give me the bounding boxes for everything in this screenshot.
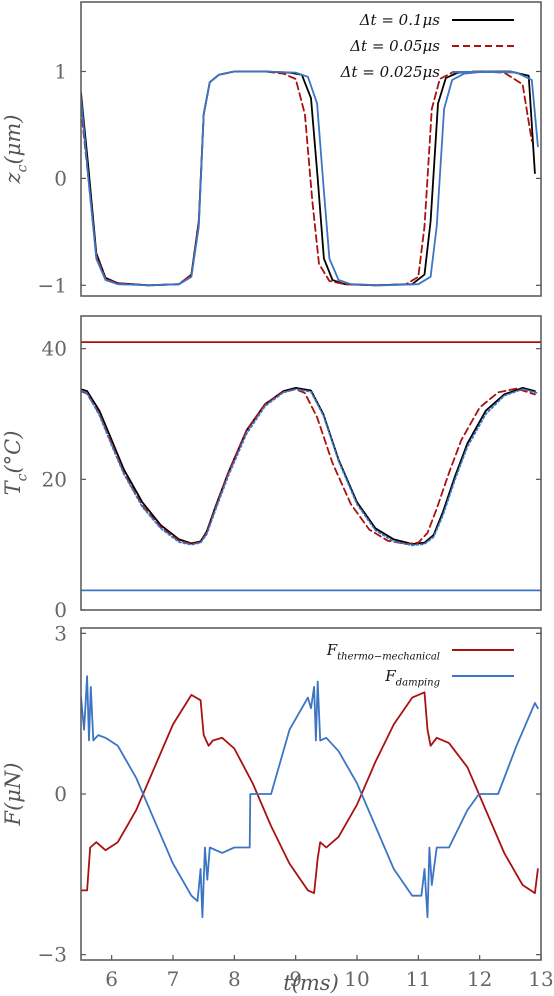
y-tick-label: −3 — [38, 943, 67, 967]
legend: Fthermo−mechanical Fdamping — [326, 641, 514, 689]
y-axis-label: Tc(°C) — [1, 431, 30, 496]
series-line-2 — [81, 675, 539, 919]
x-tick-label: 11 — [406, 967, 431, 991]
chart-panel-2: 0 20 40 Tc(°C) — [1, 315, 542, 622]
legend-label: Δt = 0.1μs — [359, 11, 441, 29]
x-tick-label: 7 — [167, 967, 180, 991]
y-tick-label: 3 — [54, 621, 67, 645]
x-tick-label: 10 — [344, 967, 369, 991]
y-tick-label: −1 — [38, 273, 67, 297]
legend-label: Fthermo−mechanical — [326, 641, 440, 663]
x-tick-label: 6 — [105, 967, 118, 991]
series-group — [81, 341, 541, 592]
chart-panel-1: −1 0 1 zc(μm) Δt = 0.1μs Δt = 0.05μs Δt = 0.02… — [1, 1, 542, 297]
x-tick-label: 9 — [289, 967, 302, 991]
chart-panel-3: −3 0 3 6 7 8 9 10 11 12 13 F(μN) t(ms) Fthermo−mechan… — [1, 621, 554, 995]
x-axis-label: t(ms) — [283, 971, 339, 995]
legend-label: Δt = 0.05μs — [349, 37, 440, 55]
series-line-1 — [81, 70, 536, 287]
series-line-4 — [81, 387, 536, 545]
y-tick-label: 20 — [42, 467, 67, 491]
series-group — [81, 70, 539, 287]
series-line-3 — [81, 70, 539, 287]
plot-frame — [80, 627, 542, 961]
series-group — [81, 675, 539, 919]
series-line-5 — [81, 388, 539, 547]
legend: Δt = 0.1μs Δt = 0.05μs Δt = 0.025μs — [340, 11, 514, 81]
y-tick-label: 0 — [54, 598, 67, 622]
y-axis-label: F(μN) — [1, 763, 25, 827]
x-tick-label: 12 — [467, 967, 492, 991]
series-line-1 — [81, 691, 539, 894]
y-tick-label: 40 — [42, 337, 67, 361]
series-line-2 — [81, 70, 533, 287]
y-tick-label: 0 — [54, 782, 67, 806]
x-tick-label: 13 — [528, 967, 553, 991]
y-tick-label: 0 — [54, 166, 67, 190]
series-line-3 — [81, 386, 536, 545]
x-tick-label: 8 — [228, 967, 241, 991]
legend-label: Δt = 0.025μs — [340, 63, 441, 81]
y-axis-label: zc(μm) — [1, 115, 30, 185]
y-tick-label: 1 — [54, 59, 67, 83]
plot-frame — [80, 315, 542, 611]
legend-label: Fdamping — [384, 667, 440, 689]
plot-frame — [80, 1, 542, 297]
